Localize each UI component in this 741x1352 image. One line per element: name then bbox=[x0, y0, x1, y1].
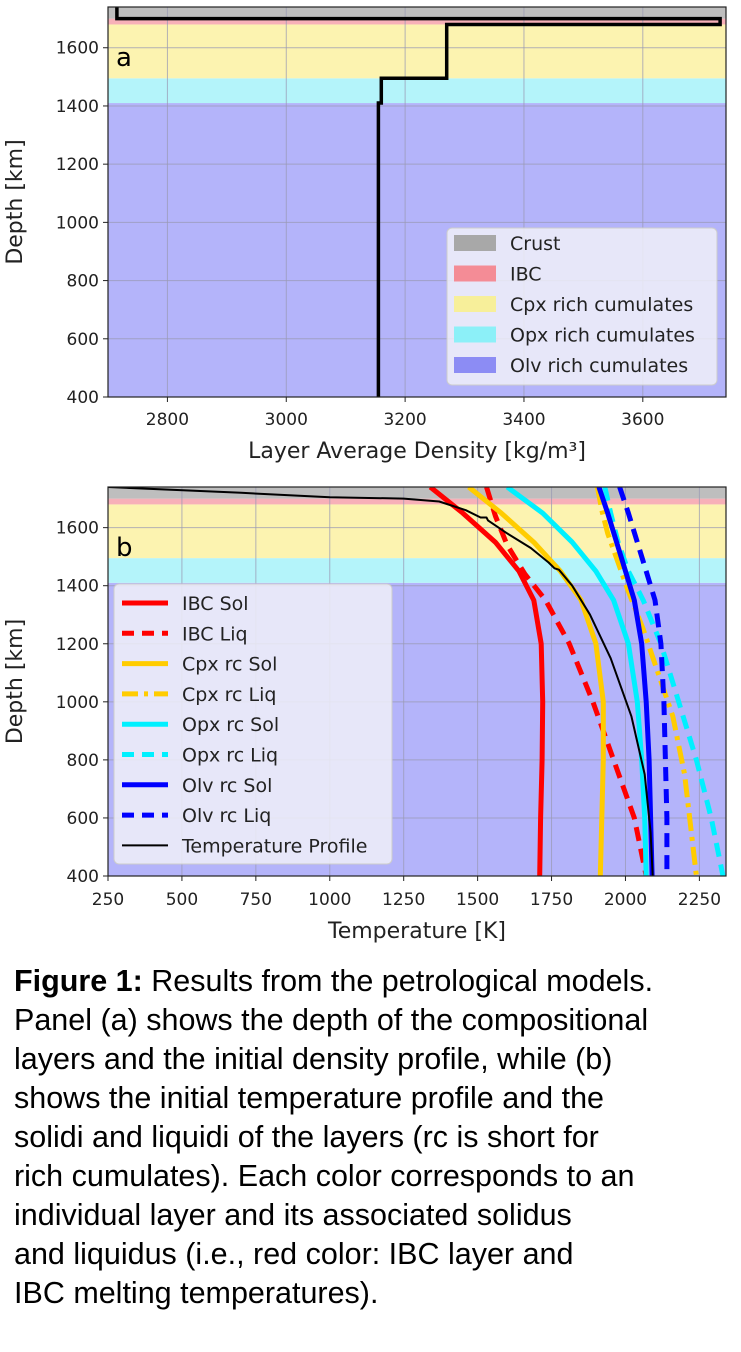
y-tick-label: 1400 bbox=[56, 97, 99, 117]
x-tick-label: 1750 bbox=[530, 890, 573, 910]
x-axis-label: Temperature [K] bbox=[327, 919, 506, 944]
layer-band bbox=[108, 78, 726, 104]
caption-line: rich cumulates). Each color corresponds … bbox=[14, 1159, 635, 1193]
legend-label: Crust bbox=[510, 233, 560, 255]
panel-label: b bbox=[116, 533, 133, 563]
layer-band bbox=[108, 498, 726, 505]
legend-label: IBC bbox=[510, 264, 542, 286]
x-tick-label: 3400 bbox=[502, 410, 545, 430]
axes-frame bbox=[107, 6, 727, 398]
y-tick-label: 800 bbox=[67, 751, 99, 771]
x-tick-label: 2250 bbox=[678, 890, 721, 910]
caption-line: IBC melting temperatures). bbox=[14, 1276, 379, 1310]
legend-label: Cpx rc Sol bbox=[182, 654, 277, 676]
series-line-olv-rc-liq bbox=[617, 487, 670, 876]
legend-label: Temperature Profile bbox=[181, 835, 367, 857]
caption-line: Figure 1: Results from the petrological … bbox=[14, 962, 739, 1001]
density-profile-line bbox=[115, 7, 722, 397]
series-line-temperature-profile bbox=[108, 487, 654, 876]
caption-line: and liquidus (i.e., red color: IBC layer… bbox=[14, 1237, 574, 1271]
series-line-opx-rc-sol bbox=[505, 487, 649, 876]
y-tick-label: 1400 bbox=[56, 577, 99, 597]
x-tick-label: 3000 bbox=[265, 410, 308, 430]
figure: 2800 3000 3200 3400 3600 400 600 800 1000 1200 140… bbox=[3, 6, 727, 944]
y-tick-label: 600 bbox=[67, 809, 99, 829]
y-tick-label: 1200 bbox=[56, 155, 99, 175]
y-tick-label: 1000 bbox=[56, 693, 99, 713]
legend-swatch bbox=[454, 235, 496, 251]
legend-swatch bbox=[454, 357, 496, 373]
y-tick-label: 1200 bbox=[56, 635, 99, 655]
caption-line: layers and the initial density profile, … bbox=[14, 1042, 613, 1076]
x-tick-label: 3200 bbox=[383, 410, 426, 430]
y-tick-label: 800 bbox=[67, 272, 99, 292]
layer-band bbox=[108, 24, 726, 79]
legend-label: Olv rich cumulates bbox=[510, 355, 688, 377]
caption-line: solidi and liquidi of the layers (rc is … bbox=[14, 1120, 599, 1154]
y-tick-label: 400 bbox=[67, 867, 99, 887]
y-tick-label: 1600 bbox=[56, 519, 99, 539]
x-tick-label: 750 bbox=[240, 890, 272, 910]
layer-band bbox=[108, 504, 726, 559]
axes-frame bbox=[107, 486, 727, 877]
legend-label: Cpx rc Liq bbox=[182, 684, 276, 706]
x-tick-label: 250 bbox=[92, 890, 124, 910]
caption-line: individual layer and its associated soli… bbox=[14, 1198, 572, 1232]
x-axis-label: Layer Average Density [kg/m³] bbox=[248, 439, 586, 464]
y-tick-label: 600 bbox=[67, 330, 99, 350]
legend-box bbox=[446, 227, 718, 386]
x-tick-label: 2800 bbox=[146, 410, 189, 430]
series-line-cpx-rc-sol bbox=[467, 487, 606, 876]
legend-swatch bbox=[454, 265, 496, 282]
legend-label: Opx rc Sol bbox=[182, 714, 279, 736]
legend-label: Opx rc Liq bbox=[182, 745, 278, 767]
figure-caption: Figure 1: Results from the petrological … bbox=[14, 962, 739, 1313]
series-line-olv-rc-sol bbox=[596, 487, 655, 876]
layer-band bbox=[108, 487, 726, 499]
series-group bbox=[108, 487, 726, 876]
y-tick-label: 1000 bbox=[56, 213, 99, 233]
x-tick-label: 2000 bbox=[604, 890, 647, 910]
y-axis-label: Depth [km] bbox=[3, 619, 28, 744]
x-tick-label: 1000 bbox=[308, 890, 351, 910]
layer-band bbox=[108, 7, 726, 19]
legend-swatch bbox=[454, 326, 496, 343]
y-axis-label: Depth [km] bbox=[3, 139, 28, 264]
legend-label: IBC Liq bbox=[182, 623, 248, 645]
legend-label: IBC Sol bbox=[182, 593, 249, 615]
panel-a-density-chart: 2800 3000 3200 3400 3600 400 600 800 1000 1200 140… bbox=[3, 6, 727, 464]
y-tick-label: 400 bbox=[67, 388, 99, 408]
x-tick-label: 500 bbox=[166, 890, 198, 910]
legend-label: Olv rc Liq bbox=[182, 805, 271, 827]
legend-label: Cpx rich cumulates bbox=[510, 294, 693, 316]
caption-line: Panel (a) shows the depth of the composi… bbox=[14, 1003, 649, 1037]
caption-line: shows the initial temperature profile an… bbox=[14, 1081, 604, 1115]
series-line-opx-rc-liq bbox=[602, 487, 726, 876]
legend-box bbox=[113, 583, 393, 865]
legend-swatch bbox=[454, 296, 496, 312]
x-tick-label: 1250 bbox=[382, 890, 425, 910]
x-tick-label: 1500 bbox=[456, 890, 499, 910]
caption-text: Results from the petrological models. bbox=[142, 964, 654, 998]
x-tick-label: 3600 bbox=[621, 410, 664, 430]
panel-label: a bbox=[116, 43, 132, 73]
caption-label: Figure 1: bbox=[14, 964, 143, 998]
legend-label: Olv rc Sol bbox=[182, 775, 272, 797]
y-tick-label: 1600 bbox=[56, 39, 99, 59]
panel-b-temperature-chart: 250 500 750 1000 1250 1500 1750 2000 2250 400 600 8… bbox=[3, 486, 727, 944]
series-line-ibc-sol bbox=[428, 487, 546, 876]
series-group bbox=[115, 7, 722, 397]
layer-band bbox=[108, 18, 726, 25]
legend-label: Opx rich cumulates bbox=[510, 325, 695, 347]
